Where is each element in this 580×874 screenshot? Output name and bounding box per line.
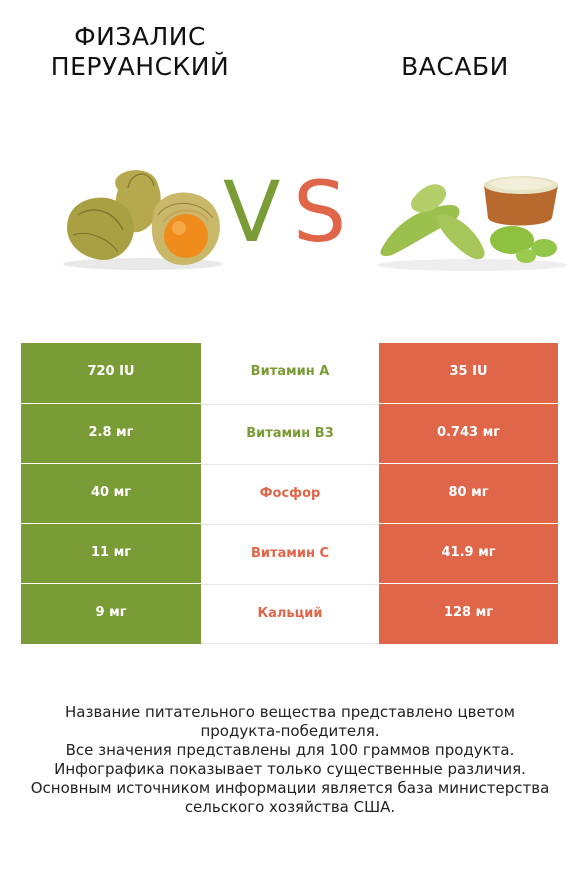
nutrient-name: Кальций <box>201 584 379 644</box>
left-product-title: Физалис перуанский <box>50 22 230 81</box>
wasabi-image <box>377 176 567 271</box>
table-divider <box>201 643 379 644</box>
left-value: 40 мг <box>21 464 201 524</box>
footer-line: Основным источником информации является … <box>30 779 550 797</box>
right-value: 41.9 мг <box>379 524 558 584</box>
vs-s-letter: S <box>293 163 347 261</box>
right-value: 35 IU <box>379 343 558 403</box>
table-row: 40 мг Фосфор 80 мг <box>21 463 558 524</box>
physalis-image <box>63 170 223 270</box>
footer-line: сельского хозяйства США. <box>184 798 396 816</box>
table-row: 720 IU Витамин A 35 IU <box>21 343 558 403</box>
left-value: 11 мг <box>21 524 201 584</box>
footer-line: Все значения представлены для 100 граммо… <box>65 741 515 759</box>
vs-v-letter: V <box>223 163 281 261</box>
table-row: 2.8 мг Витамин B3 0.743 мг <box>21 403 558 464</box>
nutrient-name: Фосфор <box>201 464 379 524</box>
footer-line: Название питательного вещества представл… <box>65 703 515 721</box>
right-value: 128 мг <box>379 584 558 644</box>
footer-note: Название питательного вещества представл… <box>20 703 560 817</box>
right-value: 80 мг <box>379 464 558 524</box>
nutrient-name: Витамин A <box>201 343 379 403</box>
table-row: 9 мг Кальций 128 мг <box>21 583 558 644</box>
left-value: 2.8 мг <box>21 404 201 464</box>
left-value: 9 мг <box>21 584 201 644</box>
vs-label: V S <box>223 162 363 262</box>
left-value: 720 IU <box>21 343 201 403</box>
footer-line: продукта-победителя. <box>200 722 380 740</box>
right-value: 0.743 мг <box>379 404 558 464</box>
nutrient-name: Витамин C <box>201 524 379 584</box>
nutrient-name: Витамин B3 <box>201 404 379 464</box>
right-product-title: Васаби <box>401 52 509 81</box>
footer-line: Инфографика показывает только существенн… <box>54 760 526 778</box>
comparison-table: 720 IU Витамин A 35 IU 2.8 мг Витамин B3… <box>21 343 558 644</box>
table-row: 11 мг Витамин C 41.9 мг <box>21 523 558 584</box>
